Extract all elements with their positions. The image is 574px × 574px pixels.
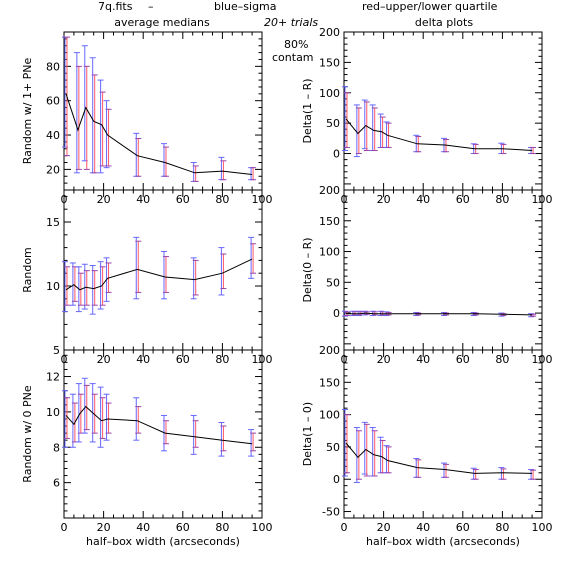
- x-tick-label: 20: [97, 193, 111, 206]
- x-tick-label: 80: [215, 521, 229, 534]
- x-tick-label: 40: [416, 193, 430, 206]
- y-tick-label: 200: [319, 26, 340, 39]
- plot-frame: [343, 349, 543, 519]
- median-line: [65, 258, 253, 291]
- header-dash: –: [148, 0, 154, 13]
- x-tick-label: 100: [532, 521, 553, 534]
- y-tick-label: -50: [322, 506, 340, 519]
- x-tick-label: 0: [61, 521, 68, 534]
- y-tick-label: 60: [46, 95, 60, 108]
- panel-title-right: delta plots: [415, 16, 473, 29]
- header-blue-note: blue–sigma: [214, 0, 277, 13]
- x-tick-label: 60: [176, 353, 190, 366]
- x-axis-label: half–box width (arcseconds): [366, 535, 520, 548]
- y-tick-label: 0: [333, 307, 340, 320]
- median-line: [65, 405, 253, 445]
- x-tick-label: 60: [176, 521, 190, 534]
- x-tick-label: 80: [495, 521, 509, 534]
- y-tick-label: 100: [319, 246, 340, 259]
- x-tick-label: 100: [252, 521, 273, 534]
- x-tick-label: 40: [136, 353, 150, 366]
- x-tick-label: 20: [97, 353, 111, 366]
- y-tick-label: 50: [326, 117, 340, 130]
- x-tick-label: 60: [456, 353, 470, 366]
- header-red-note: red–upper/lower quartile: [362, 0, 498, 13]
- y-tick-label: 10: [46, 280, 60, 293]
- header-contam: contam: [272, 51, 314, 64]
- x-tick-label: 40: [136, 521, 150, 534]
- header-trials: 20+ trials: [264, 16, 318, 29]
- y-tick-label: 8: [53, 441, 60, 454]
- x-tick-label: 40: [416, 353, 430, 366]
- y-tick-label: 10: [46, 406, 60, 419]
- plot-frame: [63, 189, 263, 351]
- y-tick-label: 12: [46, 371, 60, 384]
- header-file: 7q.fits: [98, 0, 133, 13]
- y-tick-label: 40: [46, 129, 60, 142]
- x-tick-label: 60: [456, 521, 470, 534]
- panel-bottom-left: 0 20 40 60 80 100 6 8 10 12 Random w/ 0 PNe half–bo…: [21, 349, 273, 548]
- y-tick-label: 200: [319, 184, 340, 197]
- y-tick-label: 20: [46, 163, 60, 176]
- plot-frame: [63, 31, 263, 191]
- x-tick-label: 20: [97, 521, 111, 534]
- y-tick-label: 0: [333, 473, 340, 486]
- header-percent: 80%: [284, 38, 308, 51]
- plot-frame: [343, 189, 543, 351]
- x-tick-label: 80: [215, 353, 229, 366]
- y-axis-label: Random w/ 1+ PNe: [21, 57, 34, 164]
- y-tick-label: 15: [46, 216, 60, 229]
- y-axis-label: Random w/ 0 PNe: [21, 385, 34, 483]
- median-line: [345, 118, 533, 151]
- plot-frame: [343, 31, 543, 191]
- y-tick-label: 0: [333, 148, 340, 161]
- y-tick-label: 50: [326, 441, 340, 454]
- y-tick-label: 80: [46, 60, 60, 73]
- x-tick-label: 20: [377, 353, 391, 366]
- y-tick-label: 6: [53, 477, 60, 490]
- y-axis-label: Delta(1 – 0): [301, 402, 314, 466]
- panel-title-left: average medians: [114, 16, 210, 29]
- x-tick-label: 40: [416, 521, 430, 534]
- x-tick-label: 80: [215, 193, 229, 206]
- y-tick-label: 150: [319, 215, 340, 228]
- x-tick-label: 60: [456, 193, 470, 206]
- y-axis-label: Delta(0 – R): [301, 237, 314, 302]
- y-tick-label: 5: [53, 344, 60, 357]
- median-line: [65, 93, 253, 175]
- x-tick-label: 80: [495, 193, 509, 206]
- x-tick-label: 0: [341, 521, 348, 534]
- plot-frame: [63, 349, 263, 519]
- x-tick-label: 20: [377, 193, 391, 206]
- y-tick-label: 100: [319, 409, 340, 422]
- median-line: [345, 442, 533, 474]
- y-tick-label: 150: [319, 56, 340, 69]
- y-axis-label: Delta(1 – R): [301, 78, 314, 143]
- y-axis-label: Random: [21, 247, 34, 293]
- y-tick-label: 150: [319, 376, 340, 389]
- x-tick-label: 60: [176, 193, 190, 206]
- median-line: [346, 312, 533, 316]
- x-axis-label: half–box width (arcseconds): [86, 535, 240, 548]
- y-tick-label: 100: [319, 87, 340, 100]
- x-tick-label: 20: [377, 521, 391, 534]
- y-tick-label: 50: [326, 276, 340, 289]
- x-tick-label: 40: [136, 193, 150, 206]
- x-tick-label: 80: [495, 353, 509, 366]
- y-tick-label: 200: [319, 344, 340, 357]
